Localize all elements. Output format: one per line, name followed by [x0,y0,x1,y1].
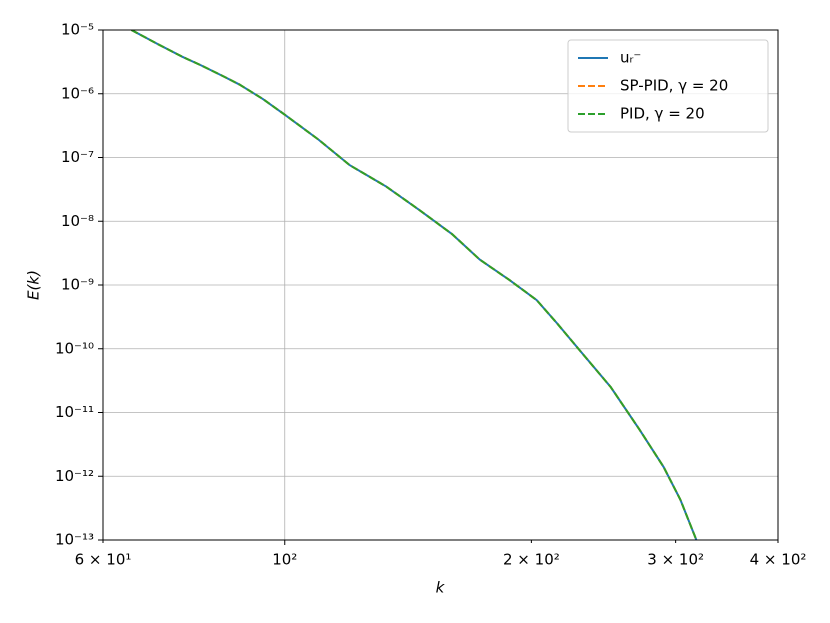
x-tick-label: 4 × 10² [750,551,807,569]
x-tick-label: 6 × 10¹ [75,551,132,569]
data-line [131,30,698,540]
y-tick-label: 10⁻⁷ [61,148,94,166]
x-axis-label: k [436,579,446,597]
y-tick-label: 10⁻¹² [55,467,94,485]
y-axis-label: E(k) [25,270,43,300]
legend: uᵣ⁻ SP-PID, γ = 20 PID, γ = 20 [567,39,769,133]
plot-frame [102,29,779,541]
y-tick-label: 10⁻⁹ [61,276,94,294]
x-tick-label: 10² [272,551,297,569]
y-tick-label: 10⁻⁵ [61,21,94,39]
x-tick-label: 3 × 10² [647,551,704,569]
legend-label: SP-PID, γ = 20 [620,77,728,95]
legend-label: uᵣ⁻ [620,49,641,67]
y-tick-label: 10⁻⁸ [61,212,94,230]
y-tick-label: 10⁻⁶ [61,84,94,102]
x-tick-label: 2 × 10² [503,551,560,569]
y-tick-label: 10⁻¹⁰ [55,339,94,357]
legend-label: PID, γ = 20 [620,105,705,123]
y-tick-label: 10⁻¹³ [55,531,94,549]
y-tick-label: 10⁻¹¹ [55,403,94,421]
legend-box [567,39,769,133]
